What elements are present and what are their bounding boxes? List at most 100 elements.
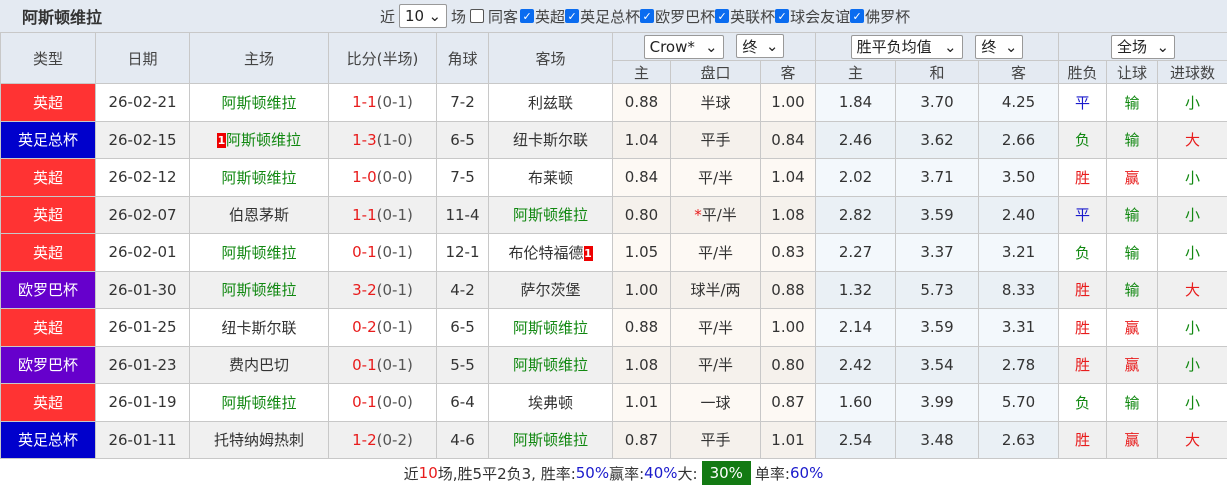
result-handicap: 输	[1107, 84, 1158, 122]
asian-time-select[interactable]: 终⌄	[736, 34, 784, 58]
match-count-select[interactable]: 10⌄	[399, 4, 447, 28]
home-team[interactable]: 费内巴切	[190, 346, 329, 384]
away-team[interactable]: 纽卡斯尔联	[489, 121, 613, 159]
header-corner: 角球	[437, 33, 489, 84]
league-badge[interactable]: 欧罗巴杯	[1, 346, 96, 384]
checkbox-checked-icon[interactable]: ✓	[715, 9, 729, 23]
result-wl: 负	[1059, 384, 1107, 422]
euro-value: 胜平负均值	[857, 36, 932, 57]
home-team[interactable]: 阿斯顿维拉	[190, 84, 329, 122]
corners: 11-4	[437, 196, 489, 234]
league-badge[interactable]: 欧罗巴杯	[1, 271, 96, 309]
euro-time-select[interactable]: 终⌄	[975, 35, 1023, 59]
score[interactable]: 3-2(0-1)	[329, 271, 437, 309]
result-goals: 小	[1158, 309, 1227, 347]
odd-rate: 60%	[790, 464, 823, 482]
header-results: 全场⌄	[1059, 33, 1227, 61]
league-badge[interactable]: 英超	[1, 196, 96, 234]
away-team[interactable]: 埃弗顿	[489, 384, 613, 422]
home-team[interactable]: 阿斯顿维拉	[190, 384, 329, 422]
league-badge[interactable]: 英超	[1, 234, 96, 272]
away-team[interactable]: 布伦特福德1	[489, 234, 613, 272]
score[interactable]: 1-0(0-0)	[329, 159, 437, 197]
euro-select[interactable]: 胜平负均值 ⌄	[851, 35, 963, 59]
away-team[interactable]: 阿斯顿维拉	[489, 421, 613, 459]
summary-text: 赢率:	[609, 463, 644, 484]
league-badge[interactable]: 英超	[1, 309, 96, 347]
eu-draw-odds: 3.70	[896, 84, 979, 122]
league-filter-label: 欧罗巴杯	[655, 6, 715, 27]
ah-line-value: 平手	[700, 431, 730, 449]
league-filter[interactable]: ✓佛罗杯	[850, 6, 910, 27]
ah-line: 半球	[671, 84, 761, 122]
league-badge[interactable]: 英超	[1, 384, 96, 422]
score[interactable]: 0-1(0-1)	[329, 346, 437, 384]
checkbox-checked-icon[interactable]: ✓	[640, 9, 654, 23]
result-wl: 负	[1059, 234, 1107, 272]
home-team[interactable]: 阿斯顿维拉	[190, 234, 329, 272]
home-team[interactable]: 托特纳姆热刺	[190, 421, 329, 459]
ah-line-value: 平/半	[698, 356, 733, 374]
scope-select[interactable]: 全场⌄	[1111, 35, 1175, 59]
chevron-down-icon: ⌄	[944, 38, 957, 56]
checkbox-checked-icon[interactable]: ✓	[565, 9, 579, 23]
result-handicap: 输	[1107, 234, 1158, 272]
away-team[interactable]: 利兹联	[489, 84, 613, 122]
home-team[interactable]: 纽卡斯尔联	[190, 309, 329, 347]
half-score: (0-0)	[377, 393, 413, 411]
half-score: (0-1)	[377, 318, 413, 336]
corners: 6-5	[437, 309, 489, 347]
score[interactable]: 0-2(0-1)	[329, 309, 437, 347]
home-team[interactable]: 伯恩茅斯	[190, 196, 329, 234]
score[interactable]: 1-3(1-0)	[329, 121, 437, 159]
away-team[interactable]: 萨尔茨堡	[489, 271, 613, 309]
away-team[interactable]: 布莱顿	[489, 159, 613, 197]
home-team[interactable]: 阿斯顿维拉	[190, 159, 329, 197]
away-team[interactable]: 阿斯顿维拉	[489, 196, 613, 234]
header-ah-home: 主	[613, 61, 671, 84]
result-wl: 胜	[1059, 309, 1107, 347]
league-filters: ✓英超✓英足总杯✓欧罗巴杯✓英联杯✓球会友谊✓佛罗杯	[520, 6, 910, 27]
league-badge[interactable]: 英足总杯	[1, 421, 96, 459]
score[interactable]: 0-1(0-1)	[329, 234, 437, 272]
same-venue-checkbox[interactable]	[470, 9, 484, 23]
league-filter[interactable]: ✓球会友谊	[775, 6, 850, 27]
ah-line: 球半/两	[671, 271, 761, 309]
header-asian-odds: Crow*⌄ 终⌄	[613, 33, 816, 61]
ah-line-value: 一球	[700, 394, 730, 412]
eu-draw-odds: 3.37	[896, 234, 979, 272]
away-team[interactable]: 阿斯顿维拉	[489, 346, 613, 384]
league-filter[interactable]: ✓英联杯	[715, 6, 775, 27]
eu-away-odds: 4.25	[979, 84, 1059, 122]
score[interactable]: 1-1(0-1)	[329, 84, 437, 122]
home-team[interactable]: 1阿斯顿维拉	[190, 121, 329, 159]
checkbox-checked-icon[interactable]: ✓	[520, 9, 534, 23]
ah-home-odds: 0.80	[613, 196, 671, 234]
league-badge[interactable]: 英超	[1, 159, 96, 197]
summary-text: 大:	[678, 463, 698, 484]
away-team-name: 埃弗顿	[528, 394, 573, 412]
eu-home-odds: 2.14	[816, 309, 896, 347]
league-filter[interactable]: ✓英足总杯	[565, 6, 640, 27]
league-badge[interactable]: 英超	[1, 84, 96, 122]
league-badge[interactable]: 英足总杯	[1, 121, 96, 159]
league-filter[interactable]: ✓欧罗巴杯	[640, 6, 715, 27]
result-goals: 小	[1158, 159, 1227, 197]
league-filter[interactable]: ✓英超	[520, 6, 565, 27]
score[interactable]: 1-2(0-2)	[329, 421, 437, 459]
ah-home-odds: 0.88	[613, 309, 671, 347]
match-date: 26-02-12	[96, 159, 190, 197]
home-team[interactable]: 阿斯顿维拉	[190, 271, 329, 309]
checkbox-checked-icon[interactable]: ✓	[850, 9, 864, 23]
away-team[interactable]: 阿斯顿维拉	[489, 309, 613, 347]
score[interactable]: 1-1(0-1)	[329, 196, 437, 234]
ah-line: 平/半	[671, 346, 761, 384]
checkbox-checked-icon[interactable]: ✓	[775, 9, 789, 23]
company-select[interactable]: Crow*⌄	[644, 35, 724, 59]
eu-home-odds: 1.60	[816, 384, 896, 422]
ah-line: *平/半	[671, 196, 761, 234]
score[interactable]: 0-1(0-0)	[329, 384, 437, 422]
eu-home-odds: 1.84	[816, 84, 896, 122]
